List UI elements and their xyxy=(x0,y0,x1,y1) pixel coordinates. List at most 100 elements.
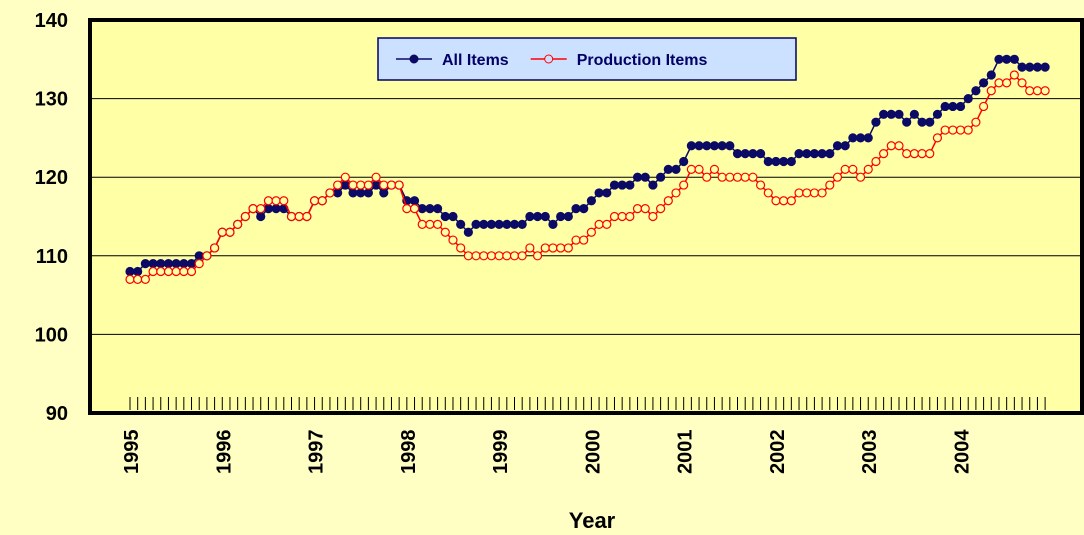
data-point xyxy=(632,172,643,182)
data-point xyxy=(240,211,250,222)
x-tick-label: 2001 xyxy=(675,430,697,475)
data-point xyxy=(656,172,666,182)
x-tick-label: 1999 xyxy=(490,430,512,475)
data-point xyxy=(786,196,796,206)
data-point xyxy=(509,219,520,229)
data-point xyxy=(140,274,150,284)
y-tick-label: 130 xyxy=(35,89,68,111)
data-point xyxy=(748,172,758,182)
data-point xyxy=(709,164,720,174)
data-point xyxy=(494,251,504,261)
data-point xyxy=(263,204,274,214)
data-point xyxy=(309,196,320,206)
data-point xyxy=(563,243,573,253)
data-point xyxy=(879,149,889,159)
data-point xyxy=(548,243,558,253)
data-point xyxy=(625,180,635,190)
data-point xyxy=(725,141,735,151)
data-point xyxy=(971,86,981,96)
data-point xyxy=(994,54,1004,64)
data-point xyxy=(640,204,650,214)
data-point xyxy=(871,156,881,167)
data-point xyxy=(148,259,158,269)
x-tick-label: 2000 xyxy=(582,430,604,475)
data-point xyxy=(363,188,373,198)
data-point xyxy=(356,188,366,198)
data-point xyxy=(848,164,858,174)
data-point xyxy=(417,204,427,214)
legend-label: All Items xyxy=(442,52,509,69)
data-point xyxy=(209,243,220,253)
data-point xyxy=(925,149,935,159)
data-point xyxy=(263,196,274,206)
data-point xyxy=(571,235,581,245)
data-point xyxy=(340,172,350,182)
data-point xyxy=(125,266,135,277)
data-point xyxy=(494,219,504,229)
data-point xyxy=(509,251,520,261)
data-point xyxy=(925,117,935,127)
data-point xyxy=(440,227,450,237)
data-point xyxy=(909,149,919,159)
data-point xyxy=(440,211,450,222)
data-point xyxy=(333,180,343,190)
data-point xyxy=(832,141,843,151)
data-point xyxy=(409,204,420,214)
data-point xyxy=(940,125,950,135)
data-point xyxy=(256,211,266,222)
data-point xyxy=(348,180,358,190)
data-point xyxy=(479,219,489,229)
data-point xyxy=(779,196,789,206)
data-point xyxy=(1032,62,1043,72)
data-point xyxy=(648,211,658,222)
data-point xyxy=(771,196,781,206)
data-point xyxy=(256,204,266,214)
data-point xyxy=(517,219,527,229)
data-point xyxy=(879,109,889,119)
data-point xyxy=(740,149,750,159)
data-point xyxy=(140,259,150,269)
data-point xyxy=(271,204,281,214)
data-point xyxy=(986,86,996,96)
data-point xyxy=(894,141,904,151)
data-point xyxy=(233,219,243,229)
data-point xyxy=(271,196,281,206)
data-point xyxy=(1017,78,1027,88)
y-tick-label: 120 xyxy=(35,167,68,189)
data-point xyxy=(971,117,981,127)
data-point xyxy=(656,204,666,214)
data-point xyxy=(955,125,966,135)
data-point xyxy=(402,204,412,214)
data-point xyxy=(532,211,543,222)
data-point xyxy=(825,180,835,190)
data-point xyxy=(363,180,373,190)
data-point xyxy=(709,141,720,151)
data-point xyxy=(617,211,627,222)
data-point xyxy=(486,251,497,261)
data-point xyxy=(586,196,597,206)
data-point xyxy=(663,196,673,206)
data-point xyxy=(602,219,612,229)
data-point xyxy=(125,274,135,284)
data-point xyxy=(917,117,927,127)
data-point xyxy=(802,149,812,159)
data-point xyxy=(202,251,212,261)
data-point xyxy=(978,101,989,112)
data-point xyxy=(133,266,143,277)
data-point xyxy=(379,188,389,198)
x-tick-label: 1995 xyxy=(121,430,143,475)
data-point xyxy=(909,109,919,119)
data-point xyxy=(855,133,866,143)
data-point xyxy=(932,133,943,143)
data-point xyxy=(786,156,796,167)
data-point xyxy=(586,227,597,237)
data-point xyxy=(333,188,343,198)
data-point xyxy=(779,156,789,167)
data-point xyxy=(863,133,873,143)
data-point xyxy=(671,188,681,198)
data-point xyxy=(594,188,604,198)
data-point xyxy=(248,204,258,214)
data-point xyxy=(433,219,443,229)
x-tick-label: 1996 xyxy=(213,430,235,475)
data-point xyxy=(609,180,620,190)
